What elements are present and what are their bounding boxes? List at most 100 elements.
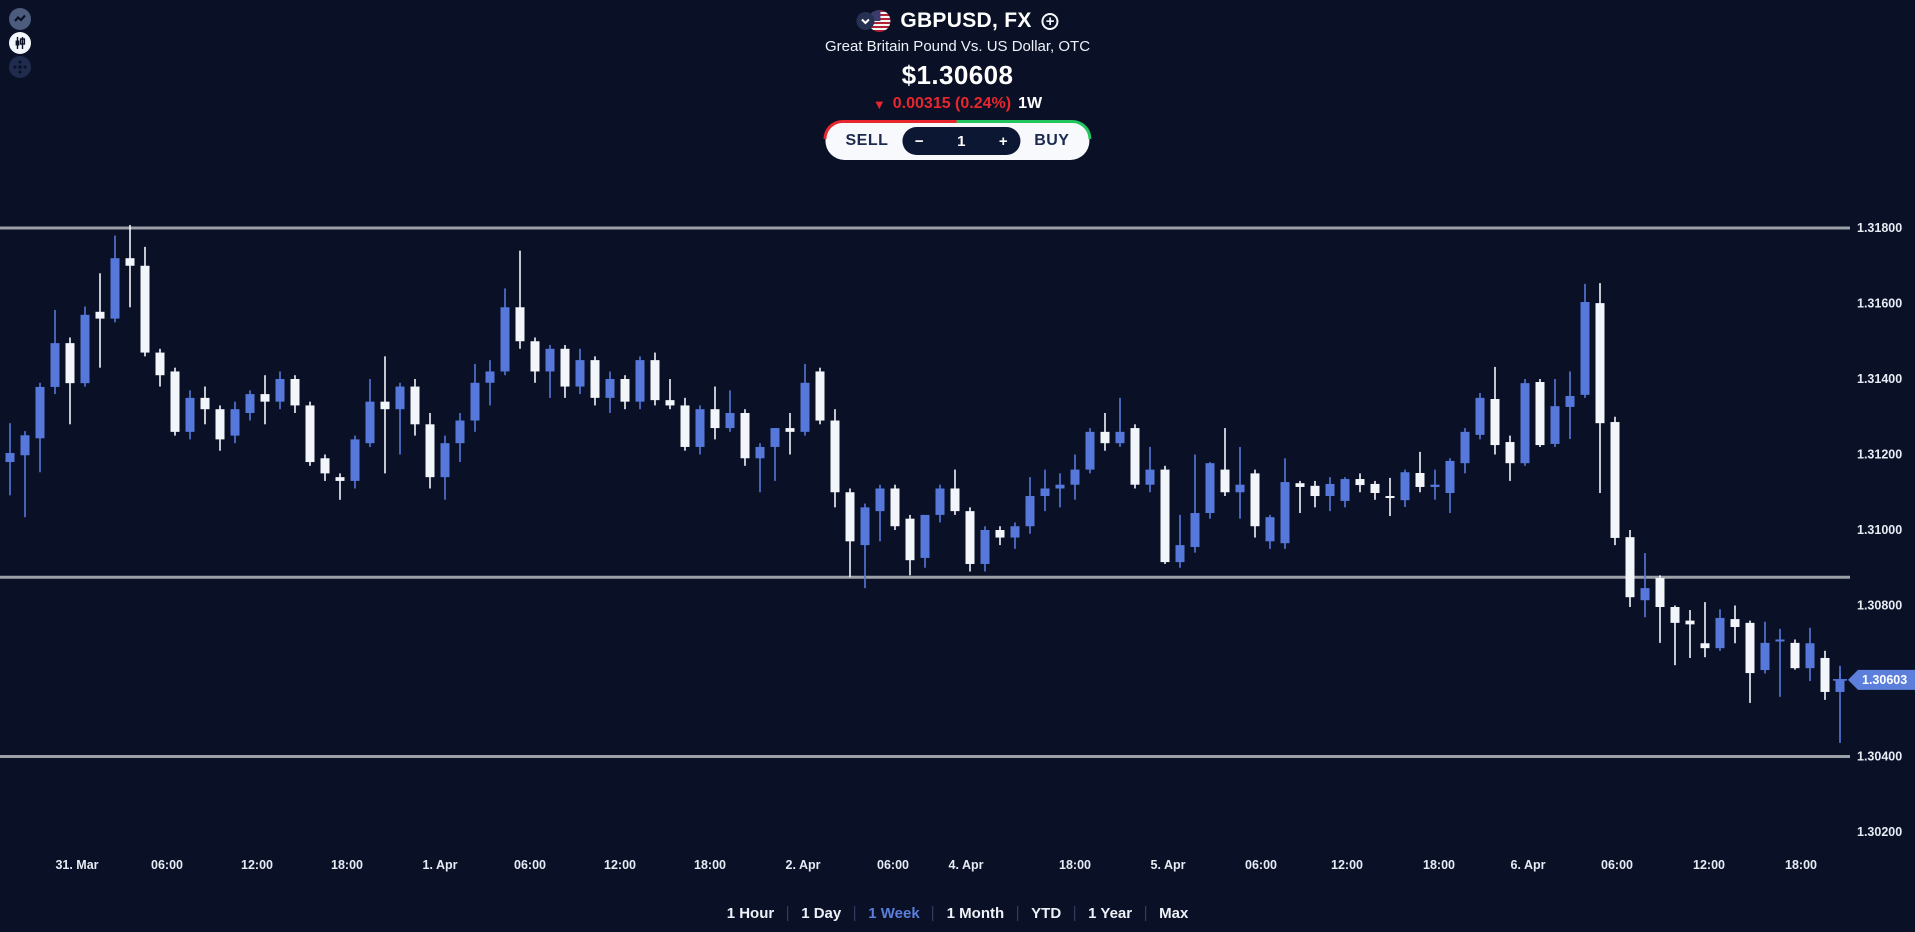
x-axis-label: 31. Mar: [55, 858, 98, 872]
candle-body: [1670, 607, 1680, 623]
candle-body: [710, 409, 720, 429]
candle-body: [785, 428, 795, 432]
x-axis-label: 18:00: [1059, 858, 1091, 872]
candle-body: [1775, 639, 1785, 642]
candle-body: [170, 371, 180, 432]
x-axis-label: 12:00: [241, 858, 273, 872]
candle-body: [1310, 485, 1320, 497]
quantity-plus-button[interactable]: +: [998, 132, 1008, 150]
candle-body: [1565, 395, 1575, 407]
candle-body: [395, 386, 405, 410]
x-axis-label: 2. Apr: [786, 858, 821, 872]
candle-body: [1520, 383, 1530, 464]
candle-body: [1625, 537, 1635, 598]
y-axis-label: 1.31800: [1857, 221, 1902, 235]
timeframe-1-year[interactable]: 1 Year: [1088, 905, 1133, 922]
candle-body: [380, 401, 390, 410]
change-period-label: 1W: [1018, 95, 1043, 112]
candle-body: [725, 412, 735, 429]
candle-body: [980, 530, 990, 564]
quantity-stepper: − 1 +: [902, 127, 1021, 155]
candle-body: [905, 518, 915, 561]
candle-body: [1205, 463, 1215, 514]
candle-body: [1445, 460, 1455, 494]
candle-body: [950, 488, 960, 512]
candle-body: [1400, 472, 1410, 501]
candle-body: [410, 386, 420, 425]
timeframe-max[interactable]: Max: [1159, 905, 1189, 922]
candle-body: [65, 343, 75, 384]
timeframe-separator: [787, 906, 789, 921]
buy-button[interactable]: BUY: [1022, 126, 1081, 156]
chart-type-toolbar: [9, 8, 31, 78]
last-price-badge-label: 1.30603: [1862, 673, 1907, 687]
instrument-flag-icon[interactable]: [856, 10, 891, 32]
candle-body: [1160, 469, 1170, 563]
candle-body: [1805, 643, 1815, 669]
candle-body: [635, 360, 645, 402]
candle-body: [995, 530, 1005, 538]
candle-body: [470, 382, 480, 421]
candle-body: [1490, 399, 1500, 446]
candle-body: [140, 265, 150, 353]
candle-body: [815, 371, 825, 421]
candle-body: [5, 452, 15, 463]
candle-body: [275, 379, 285, 402]
candle-body: [605, 379, 615, 398]
candle-body: [1700, 643, 1710, 649]
x-axis-label: 5. Apr: [1151, 858, 1186, 872]
last-price-badge: [1848, 669, 1915, 690]
candle-body: [1295, 483, 1305, 487]
candle-body: [35, 386, 45, 439]
timeframe-1-hour[interactable]: 1 Hour: [726, 905, 775, 922]
quantity-minus-button[interactable]: −: [914, 132, 924, 150]
x-axis-label: 18:00: [694, 858, 726, 872]
y-axis-label: 1.31400: [1857, 372, 1902, 386]
x-axis-label: 06:00: [1601, 858, 1633, 872]
instrument-header: GBPUSD, FX + Great Britain Pound Vs. US …: [823, 8, 1092, 160]
trade-widget: SELL − 1 + BUY: [823, 120, 1092, 160]
candle-body: [1460, 431, 1470, 464]
candle-body: [1610, 422, 1620, 538]
candle-body: [20, 435, 30, 456]
candle-body: [260, 394, 270, 402]
timeframe-1-month[interactable]: 1 Month: [946, 905, 1005, 922]
candle-body: [125, 258, 135, 266]
candle-body: [1085, 431, 1095, 470]
y-axis-label: 1.30400: [1857, 750, 1902, 764]
x-axis-label: 06:00: [1245, 858, 1277, 872]
candle-body: [455, 420, 465, 444]
candle-body: [755, 446, 765, 459]
candle-body: [1040, 488, 1050, 497]
candle-body: [860, 507, 870, 546]
candle-body: [530, 341, 540, 372]
candle-body: [500, 307, 510, 372]
dot-chart-icon[interactable]: [9, 56, 31, 78]
candle-body: [1685, 620, 1695, 625]
candle-body: [110, 258, 120, 319]
candle-body: [335, 477, 345, 481]
x-axis-label: 1. Apr: [423, 858, 458, 872]
x-axis-label: 12:00: [604, 858, 636, 872]
add-instrument-button[interactable]: +: [1041, 12, 1059, 30]
candle-body: [185, 397, 195, 432]
candle-body: [1550, 406, 1560, 444]
candle-body: [305, 405, 315, 463]
x-axis-label: 06:00: [514, 858, 546, 872]
sell-button[interactable]: SELL: [833, 126, 900, 156]
timeframe-bar: 1 Hour 1 Day 1 Week 1 Month YTD 1 Year Max: [714, 899, 1202, 928]
candle-body: [320, 458, 330, 474]
x-axis-label: 4. Apr: [949, 858, 984, 872]
candle-body: [1280, 482, 1290, 544]
candlestick-chart-icon[interactable]: [9, 32, 31, 54]
timeframe-ytd[interactable]: YTD: [1031, 905, 1062, 922]
line-chart-icon[interactable]: [9, 8, 31, 30]
timeframe-1-day[interactable]: 1 Day: [801, 905, 842, 922]
candle-body: [1145, 469, 1155, 485]
candle-body: [440, 443, 450, 478]
candle-body: [1175, 545, 1185, 563]
candle-body: [830, 420, 840, 493]
timeframe-1-week[interactable]: 1 Week: [868, 905, 920, 922]
candle-body: [1250, 473, 1260, 527]
